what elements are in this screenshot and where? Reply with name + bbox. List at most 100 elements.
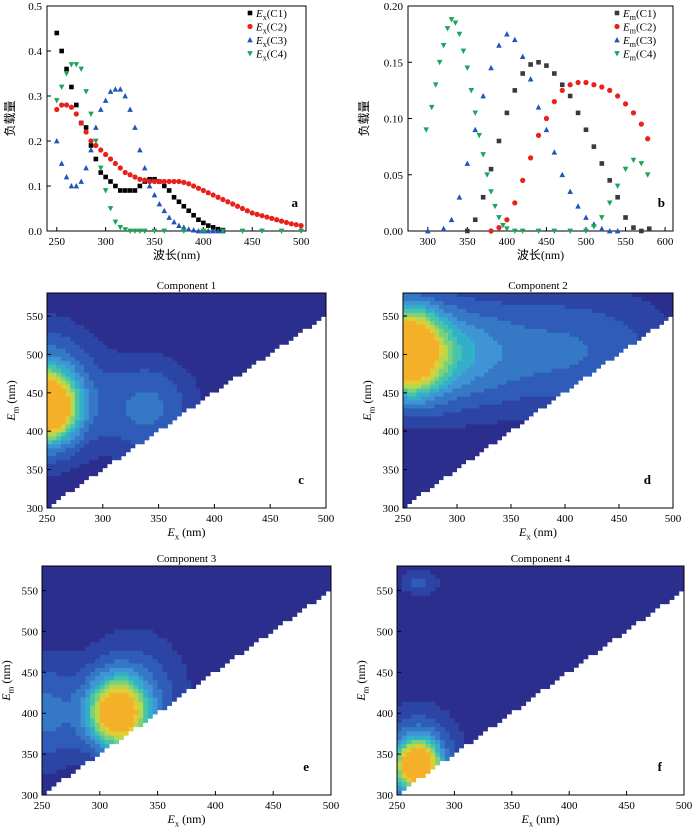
contour-cell: [515, 296, 521, 302]
contour-cell: [223, 312, 229, 318]
contour-cell: [65, 324, 71, 330]
contour-cell: [497, 412, 503, 418]
contour-cell: [448, 480, 454, 485]
contour-cell: [149, 336, 155, 342]
contour-cell: [112, 324, 118, 330]
contour-cell: [302, 440, 308, 445]
contour-cell: [112, 388, 118, 394]
contour-cell: [439, 420, 445, 425]
contour-cell: [223, 296, 229, 302]
contour-cell: [288, 356, 295, 362]
contour-cell: [434, 492, 440, 497]
contour-cell: [475, 360, 481, 366]
y-tick-label: 550: [27, 311, 44, 323]
contour-cell: [205, 476, 211, 481]
contour-cell: [246, 452, 253, 457]
contour-cell: [466, 388, 472, 394]
contour-cell: [158, 468, 164, 473]
contour-cell: [488, 324, 494, 330]
data-point: [575, 203, 581, 209]
contour-cell: [284, 324, 290, 330]
contour-cell: [265, 436, 271, 441]
contour-cell: [461, 352, 467, 358]
contour-cell: [434, 380, 440, 386]
contour-cell: [116, 444, 122, 449]
contour-cell: [403, 392, 409, 398]
contour-cell: [121, 432, 127, 437]
contour-cell: [51, 448, 57, 453]
contour-cell: [98, 436, 104, 441]
contour-cell: [412, 392, 418, 398]
contour-cell: [515, 388, 521, 394]
data-point: [249, 210, 255, 216]
contour-cell: [205, 372, 211, 378]
contour-cell: [251, 456, 257, 461]
contour-cell: [434, 340, 440, 346]
contour-cell: [121, 312, 127, 318]
contour-cell: [251, 336, 257, 342]
data-point: [559, 171, 566, 178]
contour-cell: [233, 412, 239, 418]
contour-cell: [265, 500, 271, 505]
contour-cell: [298, 380, 304, 386]
contour-cell: [312, 436, 318, 441]
contour-cell: [412, 336, 418, 342]
contour-cell: [167, 448, 174, 453]
contour-cell: [102, 412, 109, 418]
contour-cell: [195, 348, 202, 354]
contour-cell: [219, 480, 225, 485]
contour-cell: [484, 384, 490, 390]
contour-cell: [506, 376, 512, 382]
contour-cell: [98, 348, 104, 354]
contour-cell: [93, 408, 99, 414]
contour-cell: [116, 364, 122, 370]
contour-cell: [466, 476, 472, 481]
contour-cell: [484, 460, 490, 465]
contour-cell: [88, 376, 95, 382]
contour-cell: [430, 424, 436, 429]
contour-cell: [177, 304, 183, 310]
contour-cell: [293, 324, 299, 330]
contour-cell: [195, 488, 202, 493]
contour-cell: [293, 468, 299, 473]
contour-cell: [107, 492, 113, 497]
contour-cell: [421, 296, 427, 302]
contour-cell: [251, 348, 257, 354]
contour-cell: [425, 364, 431, 370]
contour-cell: [153, 296, 160, 302]
contour-cell: [279, 384, 285, 390]
contour-cell: [470, 352, 476, 358]
data-point: [156, 201, 163, 207]
legend: Em(C1)Em(C2)Em(C3)Em(C4): [614, 8, 656, 63]
contour-cell: [439, 496, 445, 501]
contour-cell: [479, 340, 485, 346]
contour-cell: [412, 304, 418, 310]
contour-cell: [298, 388, 304, 394]
contour-cell: [98, 404, 104, 410]
contour-cell: [416, 396, 422, 402]
contour-cell: [98, 352, 104, 358]
contour-cell: [307, 504, 313, 508]
contour-cell: [116, 336, 122, 342]
contour-cell: [130, 296, 136, 302]
contour-cell: [316, 484, 322, 489]
contour-cell: [274, 408, 281, 414]
contour-cell: [181, 344, 188, 350]
contour-cell: [214, 488, 220, 493]
contour-cell: [98, 444, 104, 449]
contour-cell: [416, 460, 422, 465]
contour-cell: [126, 336, 132, 342]
contour-cell: [130, 500, 136, 505]
contour-cell: [126, 376, 132, 382]
contour-cell: [421, 360, 427, 366]
contour-cell: [312, 480, 318, 485]
contour-cell: [181, 456, 188, 461]
contour-cell: [466, 380, 472, 386]
data-point: [200, 187, 206, 194]
contour-cell: [228, 352, 234, 358]
contour-cell: [181, 488, 188, 493]
contour-cell: [65, 416, 71, 422]
contour-cell: [515, 304, 521, 310]
contour-cell: [307, 460, 313, 465]
